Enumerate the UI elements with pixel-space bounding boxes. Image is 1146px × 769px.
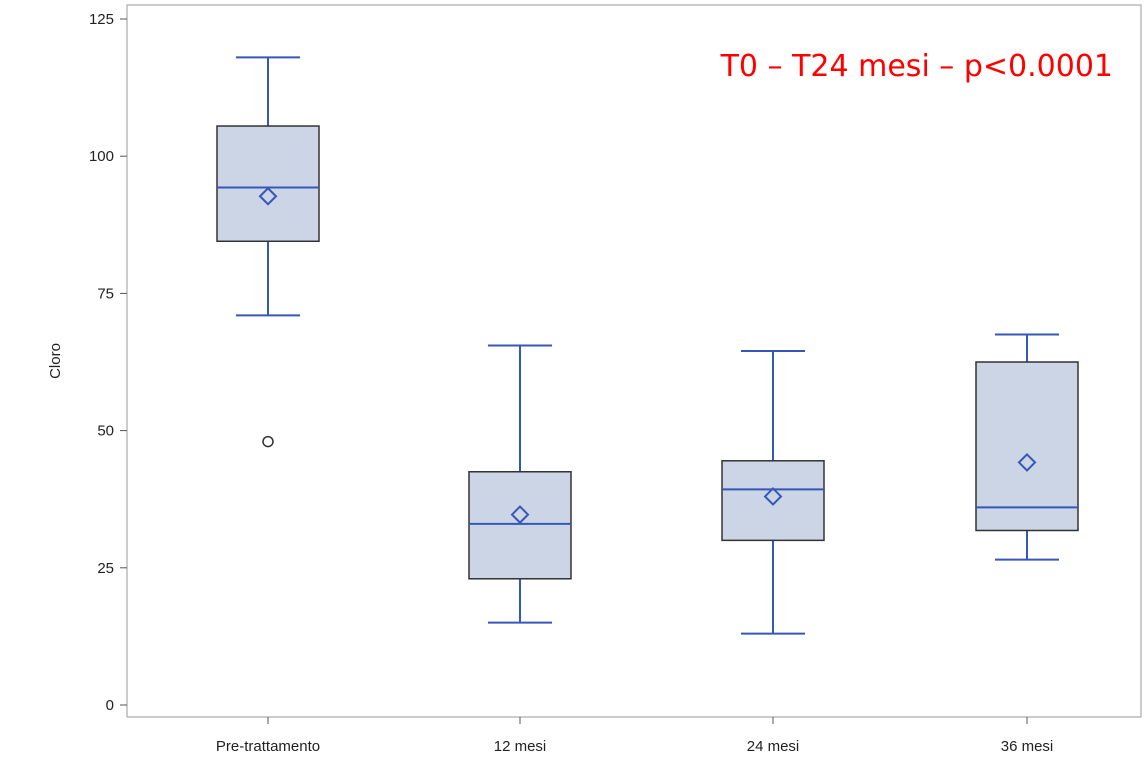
y-tick-label: 100 — [89, 148, 114, 165]
box-group — [721, 350, 825, 635]
mean-marker — [763, 487, 783, 506]
x-tick-label: 24 mesi — [747, 738, 800, 755]
x-tick-label: 12 mesi — [494, 738, 547, 755]
mean-marker — [1017, 453, 1037, 472]
box-group — [216, 56, 320, 448]
box-group — [468, 344, 572, 624]
y-tick-label: 125 — [89, 11, 114, 28]
y-tick-label: 25 — [97, 560, 114, 577]
y-tick-label: 75 — [97, 285, 114, 302]
y-tick-label: 0 — [106, 697, 114, 714]
y-axis: 0 25 50 75 100 125 — [89, 11, 127, 714]
iqr-box — [216, 125, 320, 243]
x-axis: Pre-trattamento 12 mesi 24 mesi 36 mesi — [216, 717, 1053, 755]
y-tick-label: 50 — [97, 423, 114, 440]
iqr-box — [468, 471, 572, 580]
annotation-pvalue: T0 – T24 mesi – p<0.0001 — [720, 49, 1113, 84]
box-group — [975, 333, 1079, 561]
plot-frame — [126, 4, 1142, 718]
boxes — [216, 56, 1079, 635]
outlier-point — [262, 435, 274, 448]
x-tick-label: Pre-trattamento — [216, 738, 320, 755]
x-tick-label: 36 mesi — [1001, 738, 1054, 755]
mean-marker — [510, 505, 530, 524]
y-axis-title: Cloro — [47, 343, 64, 379]
iqr-box — [721, 460, 825, 542]
mean-marker — [258, 186, 278, 206]
iqr-box — [975, 361, 1079, 532]
